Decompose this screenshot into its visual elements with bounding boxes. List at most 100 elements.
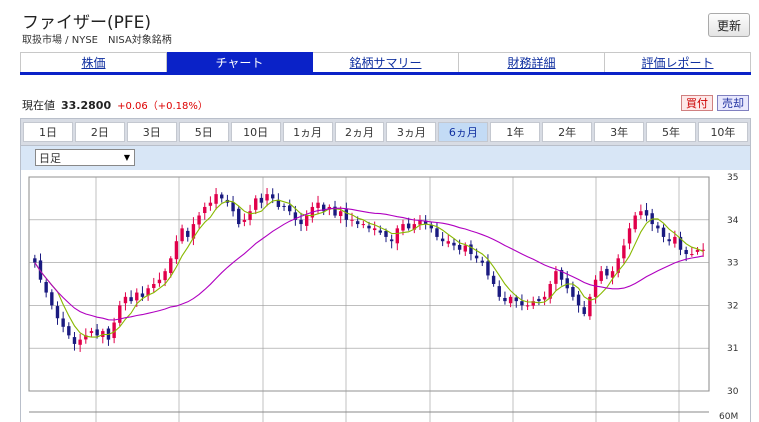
candle-body [542,296,547,300]
candle-body [372,228,377,231]
candle-body [395,228,400,244]
tab-rating-report[interactable]: 評価レポート [605,52,751,72]
candle-body [582,307,586,314]
tab-summary[interactable]: 銘柄サマリー [313,52,459,72]
price-change: +0.06（+0.18%） [117,101,208,112]
candle-body [84,335,88,340]
candle-body [276,199,281,207]
sell-button[interactable]: 売却 [717,95,749,111]
candle-body [259,197,264,203]
candle-body [72,337,77,344]
candle-body [112,322,116,339]
period-3y[interactable]: 3年 [594,122,645,142]
period-1m[interactable]: 1ヵ月 [282,122,333,142]
candle-body [701,249,705,251]
period-2m[interactable]: 2ヵ月 [334,122,385,142]
period-10y[interactable]: 10年 [697,122,748,142]
candle-body [344,209,349,220]
tab-stock-price[interactable]: 株価 [20,52,167,72]
candle-body [33,258,37,263]
period-6m[interactable]: 6ヵ月 [438,122,489,142]
candle-body [282,205,286,207]
candle-body [197,215,201,225]
candle-body [78,339,82,345]
candle-body [503,297,507,302]
candle-body [531,301,535,306]
y-tick-label: 33 [727,259,738,269]
candle-body [678,236,683,250]
candle-body [446,241,450,244]
candle-body [191,224,196,239]
candle-body [237,208,241,225]
candle-body [361,224,366,226]
tab-financials[interactable]: 財務詳細 [459,52,605,72]
candle-body [435,228,439,237]
candle-body [389,239,394,242]
candle-body [135,292,139,301]
period-2d[interactable]: 2日 [74,122,125,142]
candle-body [214,194,218,204]
candle-body [220,194,224,199]
price-label: 現在値 [22,99,55,112]
period-1y[interactable]: 1年 [490,122,541,142]
period-5y[interactable]: 5年 [646,122,696,142]
y-tick-label: 34 [727,216,739,226]
candle-body [559,269,564,280]
candle-body [95,329,99,336]
candle-body [203,206,207,214]
chevron-down-icon: ▼ [123,153,130,162]
price-chart: 35 34 33 32 31 30 60M [28,173,739,422]
period-3m[interactable]: 3ヵ月 [386,122,437,142]
period-10d[interactable]: 10日 [230,122,281,142]
candle-body [299,219,303,225]
y-tick-label: 31 [727,344,738,354]
candle-body [684,249,688,255]
candle-body [248,211,252,220]
candle-body [146,288,150,296]
candle-body [406,223,411,229]
candle-body [520,301,524,306]
candle-body [661,227,666,237]
y-tick-label: 30 [727,387,739,397]
candle-body [412,224,417,230]
market-info: 取扱市場 / NYSE NISA対象銘柄 [22,35,172,46]
candle-body [378,230,383,233]
candle-body [429,224,434,229]
candle-body [265,194,269,201]
candle-body [656,225,660,229]
candle-body [293,212,298,220]
period-1d[interactable]: 1日 [23,122,73,142]
tab-chart[interactable]: チャート [167,52,313,72]
buy-button[interactable]: 買付 [681,95,713,111]
candle-body [123,296,128,304]
candle-body [537,298,541,302]
candle-body [231,202,235,212]
refresh-button[interactable]: 更新 [708,13,750,37]
candle-body [50,292,54,306]
candle-body [599,271,603,281]
candle-body [321,204,326,212]
candle-body [525,305,530,307]
volume-scale-label: 60M [719,412,738,422]
candle-body [89,331,94,333]
candle-body [271,194,275,199]
y-tick-label: 35 [727,173,738,183]
period-2y[interactable]: 2年 [542,122,593,142]
period-5d[interactable]: 5日 [178,122,229,142]
period-3d[interactable]: 3日 [126,122,177,142]
candle-body [667,239,671,242]
candle-body [38,260,43,280]
candle-body [610,271,615,278]
quote-row: 現在値 33.2800 +0.06（+0.18%） [22,97,208,113]
current-price: 33.2800 [61,99,112,112]
period-selector: 1日 2日 3日 5日 10日 1ヵ月 2ヵ月 3ヵ月 6ヵ月 1年 2年 3年… [20,118,751,146]
candle-body [440,238,445,242]
candle-interval-select[interactable]: 日足 ▼ [35,149,135,166]
y-tick-label: 32 [727,301,738,311]
candle-body [486,261,490,276]
candle-body [316,202,320,208]
candle-body [452,242,456,246]
candle-body [548,284,552,299]
candle-body [616,258,620,273]
candle-body [186,230,190,237]
